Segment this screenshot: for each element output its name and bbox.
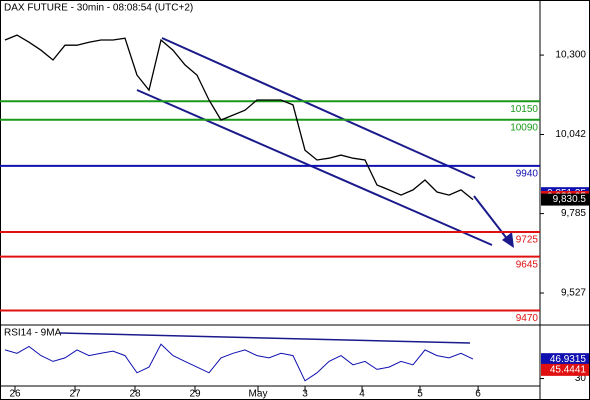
- rsi-marker-label: 45.4441: [550, 364, 587, 375]
- level-label: 10150: [510, 104, 538, 115]
- y-tick-label: 10,300: [555, 50, 586, 61]
- x-tick-label: 26: [9, 389, 21, 400]
- y-tick-label: 9,527: [561, 288, 586, 299]
- x-tick-label: 29: [189, 389, 201, 400]
- channel-upper: [161, 37, 476, 179]
- x-tick-label: 4: [359, 389, 365, 400]
- rsi-marker: [541, 363, 589, 376]
- y-tick-label: 10,042: [555, 129, 586, 140]
- price-marker-label: 9,830.5: [553, 194, 587, 205]
- rsi-line: [4, 343, 474, 382]
- x-tick-label: May: [249, 389, 268, 400]
- rsi-marker: [541, 353, 589, 366]
- x-tick-label: 27: [69, 389, 81, 400]
- arrow-head: [502, 232, 514, 248]
- level-label: 9725: [516, 235, 539, 246]
- channel-lower: [136, 89, 493, 246]
- x-tick-label: 5: [417, 389, 423, 400]
- level-label: 9940: [516, 169, 539, 180]
- rsi-marker-label: 46.9315: [550, 354, 587, 365]
- rsi-title: RSI14 - 9MA: [4, 328, 62, 339]
- level-label: 10090: [510, 122, 538, 133]
- price-marker: [541, 193, 589, 206]
- x-tick-label: 6: [475, 389, 481, 400]
- y-tick-label: 9,785: [561, 208, 586, 219]
- x-tick-label: 28: [129, 389, 141, 400]
- x-tick-label: 3: [302, 389, 308, 400]
- chart-title: DAX FUTURE - 30min - 08:08:54 (UTC+2): [4, 3, 193, 14]
- price-line: [4, 34, 474, 201]
- rsi-trendline: [59, 332, 471, 344]
- level-label: 9470: [516, 313, 539, 324]
- rsi-tick-label: 30: [575, 373, 587, 384]
- level-label: 9645: [516, 259, 539, 270]
